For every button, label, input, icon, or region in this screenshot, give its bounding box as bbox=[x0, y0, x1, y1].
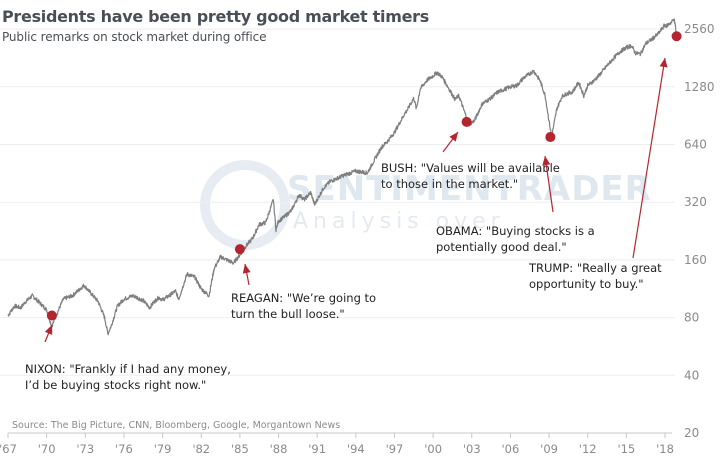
x-tick-label: '03 bbox=[463, 442, 481, 456]
annotation-label-line2: opportunity to buy." bbox=[529, 277, 644, 291]
x-tick-label: '91 bbox=[308, 442, 326, 456]
y-tick-label: 20 bbox=[684, 426, 699, 440]
annotation-label-line2: to those in the market." bbox=[381, 177, 518, 191]
annotation-label-line2: potentially good deal." bbox=[436, 240, 567, 254]
x-tick-label: '12 bbox=[579, 442, 597, 456]
x-tick-label: '88 bbox=[270, 442, 288, 456]
annotation-trump: TRUMP: "Really a great opportunity to buy… bbox=[528, 31, 682, 291]
x-tick-label: '76 bbox=[115, 442, 133, 456]
x-tick-label: '82 bbox=[192, 442, 210, 456]
watermark-tagline: Analysis over bbox=[293, 209, 505, 234]
annotation-label-line1: OBAMA: "Buying stocks is a bbox=[436, 224, 595, 238]
y-tick-label: 40 bbox=[684, 368, 699, 382]
x-tick-label: '70 bbox=[38, 442, 56, 456]
annotation-marker bbox=[461, 116, 472, 127]
x-tick-label: '18 bbox=[656, 442, 674, 456]
annotation-label-line1: BUSH: "Values will be available bbox=[381, 161, 560, 175]
x-tick-label: '09 bbox=[540, 442, 558, 456]
series-line-sp500 bbox=[7, 18, 678, 336]
annotation-label-line1: TRUMP: "Really a great bbox=[528, 261, 662, 275]
annotation-label-line1: NIXON: "Frankly if I had any money, bbox=[25, 362, 231, 376]
y-tick-label: 320 bbox=[684, 195, 707, 209]
annotation-bush: BUSH: "Values will be available to those … bbox=[381, 116, 560, 191]
annotation-reagan: REAGAN: "We’re going to turn the bull loo… bbox=[231, 244, 376, 321]
annotation-arrow bbox=[632, 57, 666, 259]
x-tick-label: '15 bbox=[617, 442, 635, 456]
y-tick-label: 160 bbox=[684, 253, 707, 267]
arrowhead-icon bbox=[44, 325, 53, 335]
x-tick-label: '97 bbox=[386, 442, 404, 456]
annotation-arrow bbox=[544, 155, 554, 213]
arrowhead-icon bbox=[242, 264, 251, 274]
y-tick-label: 80 bbox=[684, 311, 699, 325]
chart-subtitle: Public remarks on stock market during of… bbox=[2, 30, 267, 44]
arrowhead-icon bbox=[659, 58, 668, 68]
x-tick-label: '67 bbox=[0, 442, 17, 456]
annotation-marker bbox=[234, 244, 245, 255]
annotation-label-line2: turn the bull loose." bbox=[231, 307, 345, 321]
y-tick-label: 2560 bbox=[684, 22, 715, 36]
arrowhead-icon bbox=[449, 132, 458, 142]
y-tick-label: 640 bbox=[684, 138, 707, 152]
gridlines bbox=[0, 28, 675, 376]
source-note: Source: The Big Picture, CNN, Bloomberg,… bbox=[12, 420, 340, 431]
x-tick-label: '94 bbox=[347, 442, 365, 456]
arrowhead-icon bbox=[542, 156, 551, 166]
chart-title: Presidents have been pretty good market … bbox=[2, 7, 429, 26]
annotation-obama: OBAMA: "Buying stocks is a potentially go… bbox=[436, 132, 595, 254]
x-tick-label: '73 bbox=[76, 442, 94, 456]
x-tick-label: '79 bbox=[154, 442, 172, 456]
x-axis: '67 '70 '73 '76 '79 '82 '85 '88 '91 '94 '97 '00 '03 '… bbox=[0, 433, 674, 456]
y-tick-label: 1280 bbox=[684, 80, 715, 94]
annotation-marker bbox=[545, 132, 556, 143]
annotation-nixon: NIXON: "Frankly if I had any money, I’d b… bbox=[25, 310, 231, 392]
x-tick-label: '00 bbox=[424, 442, 442, 456]
annotations: NIXON: "Frankly if I had any money, I’d b… bbox=[25, 31, 682, 392]
annotation-marker bbox=[671, 31, 682, 42]
watermark-logo-icon bbox=[200, 160, 290, 250]
y-axis: 2560 1280 640 320 160 80 40 20 bbox=[684, 22, 715, 440]
x-tick-label: '85 bbox=[231, 442, 249, 456]
x-tick-label: '06 bbox=[502, 442, 520, 456]
annotation-label-line1: REAGAN: "We’re going to bbox=[231, 291, 376, 305]
annotation-label-line2: I’d be buying stocks right now." bbox=[25, 378, 206, 392]
annotation-marker bbox=[46, 310, 57, 321]
